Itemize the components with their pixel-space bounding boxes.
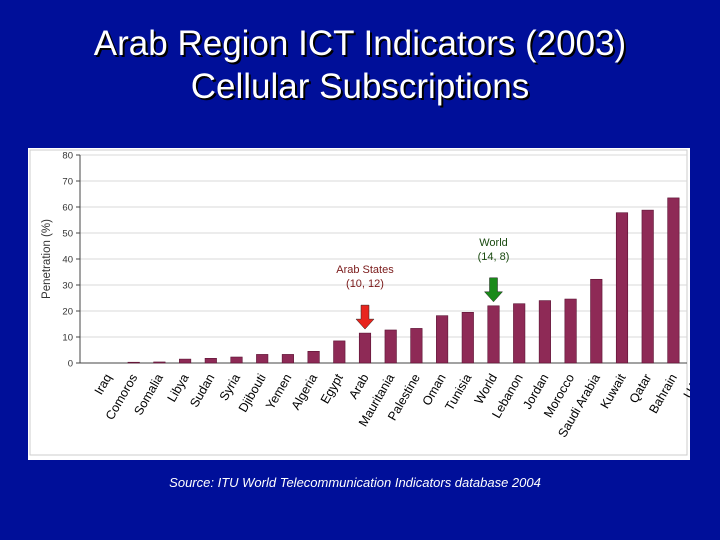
annotation-arrow — [355, 304, 375, 330]
bar — [461, 312, 474, 364]
bar — [615, 212, 629, 364]
bar — [230, 356, 243, 364]
x-tick-label: Arab — [346, 371, 371, 401]
bar — [641, 209, 654, 364]
y-tick-label: 80 — [62, 151, 73, 162]
y-tick-label: 40 — [62, 255, 73, 266]
chart-panel: 0 10 20 30 40 50 60 70 80 Penetration (%) Iraq Como… — [28, 148, 690, 460]
bar — [153, 361, 166, 364]
bar — [564, 298, 577, 364]
bar — [487, 305, 500, 364]
annotation-label: (10, 12) — [346, 278, 384, 290]
bar — [538, 300, 551, 364]
chart-frame — [29, 149, 688, 456]
x-tick-label: Algeria — [289, 371, 321, 412]
bar — [333, 340, 346, 364]
x-tick-label: UAE — [681, 372, 690, 401]
bar — [436, 315, 449, 364]
annotation-arrow — [483, 277, 504, 303]
bar — [204, 358, 217, 364]
y-tick-label: 10 — [62, 333, 73, 344]
x-tick-label: Syria — [217, 371, 243, 403]
annotation-label: (14, 8) — [478, 251, 510, 263]
bar — [384, 329, 397, 364]
title-line-2: Cellular Subscriptions — [190, 67, 530, 106]
bar — [513, 303, 526, 364]
y-tick-label: 30 — [62, 281, 73, 292]
bar — [358, 332, 372, 364]
y-tick-label: 0 — [68, 359, 73, 370]
bar — [179, 358, 192, 364]
bar — [410, 328, 423, 364]
x-tick-label: Kuwait — [598, 371, 629, 411]
source-note: Source: ITU World Telecommunication Indi… — [169, 475, 541, 490]
y-tick-label: 50 — [62, 229, 73, 240]
annotation-label: Arab States — [336, 264, 394, 276]
slide-title: Arab Region ICT Indicators (2003) Cellul… — [0, 22, 720, 108]
title-line-1: Arab Region ICT Indicators (2003) — [93, 24, 627, 63]
bar — [127, 361, 140, 364]
bar — [590, 278, 603, 364]
y-tick-label: 20 — [62, 307, 73, 318]
annotation-label: World — [479, 237, 508, 249]
bar — [256, 354, 269, 364]
bar — [667, 197, 680, 364]
x-tick-label: Sudan — [187, 371, 217, 409]
y-tick-label: 70 — [62, 177, 73, 188]
x-tick-label: Iraq — [92, 371, 115, 397]
bar — [307, 351, 320, 364]
y-tick-label: 60 — [62, 203, 73, 214]
x-tick-label: Egypt — [318, 371, 346, 406]
y-axis-label: Penetration (%) — [41, 219, 53, 299]
x-tick-label: Libya — [165, 371, 192, 404]
bar — [281, 354, 294, 364]
